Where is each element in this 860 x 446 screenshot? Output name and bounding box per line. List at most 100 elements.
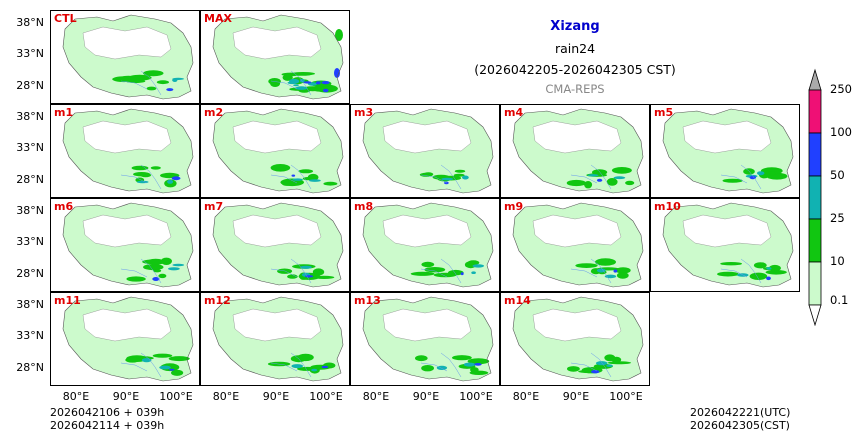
rain-green-patch [717, 271, 739, 277]
colorbar-segment [808, 261, 822, 306]
rain-blue-patch [591, 370, 600, 374]
lon-tick-label: 80°E [212, 390, 240, 403]
rain-blue-patch [596, 178, 603, 182]
lat-tick-label: 33°N [16, 141, 44, 154]
river-line [420, 164, 462, 190]
rain-teal-patch [462, 175, 469, 180]
rain-green-patch [753, 262, 767, 269]
region-boundary [512, 108, 644, 194]
lat-tick-label: 38°N [16, 204, 44, 217]
dry-area [233, 27, 321, 59]
region-boundary [662, 108, 794, 194]
rain-green-patch [410, 271, 435, 276]
rain-blue-patch [168, 368, 175, 371]
rain-green-patch [611, 167, 632, 174]
rain-teal-patch [289, 78, 300, 84]
region-boundary [62, 108, 194, 194]
rain-green-patch [421, 365, 434, 372]
rain-teal-patch [436, 365, 448, 370]
rain-green-patch [125, 357, 140, 363]
colorbar-tick-label: 10 [830, 254, 845, 268]
rain-green-patch [153, 269, 162, 273]
river-line [120, 258, 162, 284]
lat-tick-label: 38°N [16, 16, 44, 29]
rain-green-patch [146, 86, 157, 91]
dry-area [533, 215, 621, 247]
panel-m3: m3 [350, 104, 500, 198]
rain-green-patch [722, 178, 743, 183]
river-line [570, 258, 612, 284]
rain-teal-patch [309, 179, 321, 182]
region-boundary [512, 296, 644, 382]
rain-green-patch [743, 168, 755, 175]
rain-green-patch [143, 264, 164, 271]
rain-map [62, 108, 194, 194]
rain-green-patch [152, 353, 173, 358]
panel-label: m13 [354, 294, 381, 307]
lat-tick-label: 33°N [16, 235, 44, 248]
panel-m12: m12 [200, 292, 350, 386]
rain-teal-patch [168, 267, 180, 271]
rain-teal-patch [613, 176, 626, 180]
rain-blue-patch [303, 81, 312, 84]
rain-green-patch [307, 173, 319, 181]
rain-teal-patch [292, 178, 303, 181]
panel-label: m4 [504, 106, 524, 119]
province-boundary [382, 308, 472, 342]
lon-tick-label: 90°E [562, 390, 590, 403]
panel-ctl: CTL [50, 10, 200, 104]
lat-tick-label: 28°N [16, 173, 44, 186]
rain-green-patch [575, 263, 598, 268]
river-line [120, 70, 162, 96]
lon-tick-label: 100°E [159, 390, 193, 403]
rain-map [512, 108, 644, 194]
rain-green-patch [595, 258, 616, 266]
colorbar-segment [808, 218, 822, 263]
rain-green-patch [749, 272, 768, 280]
rain-blue-patch [474, 363, 482, 366]
rain-green-patch [313, 88, 325, 92]
province-boundary [532, 214, 622, 248]
rain-blue-patch [171, 176, 181, 181]
rain-green-patch [158, 273, 167, 279]
rain-map [212, 108, 344, 194]
rain-teal-patch [172, 78, 178, 82]
river-line [270, 164, 312, 190]
colorbar-over-triangle [808, 68, 822, 91]
panel-m2: m2 [200, 104, 350, 198]
colorbar-segment [808, 132, 822, 177]
chart-title: Xizang [550, 19, 600, 34]
province-boundary [382, 120, 472, 154]
panel-label: CTL [54, 12, 77, 25]
panel-label: m3 [354, 106, 374, 119]
rain-green-patch [607, 361, 632, 365]
rain-map [212, 296, 344, 382]
rain-blue-patch [291, 174, 296, 177]
rain-teal-patch [587, 174, 599, 177]
rain-green-patch [146, 258, 165, 265]
region-boundary [362, 202, 494, 288]
rain-green-patch [156, 80, 169, 85]
province-boundary [382, 214, 472, 248]
lon-tick-label: 80°E [62, 390, 90, 403]
dry-area [83, 215, 171, 247]
river-line [720, 164, 762, 190]
dry-area [383, 121, 471, 153]
rain-map [212, 14, 344, 100]
rain-green-patch [298, 169, 314, 174]
lon-tick-label: 90°E [412, 390, 440, 403]
region-boundary [212, 108, 344, 194]
rain-green-patch [171, 369, 184, 376]
dry-area [233, 215, 321, 247]
rain-blue-patch [321, 81, 330, 85]
panel-label: m6 [54, 200, 74, 213]
river-line [720, 258, 762, 284]
rain-green-patch [126, 276, 146, 282]
lon-tick-label: 80°E [362, 390, 390, 403]
panel-label: m5 [654, 106, 674, 119]
panel-m11: m11 [50, 292, 200, 386]
rain-blue-patch [321, 365, 329, 369]
rain-green-patch [131, 165, 149, 171]
rain-green-patch [297, 353, 314, 362]
rain-teal-patch [293, 84, 299, 87]
